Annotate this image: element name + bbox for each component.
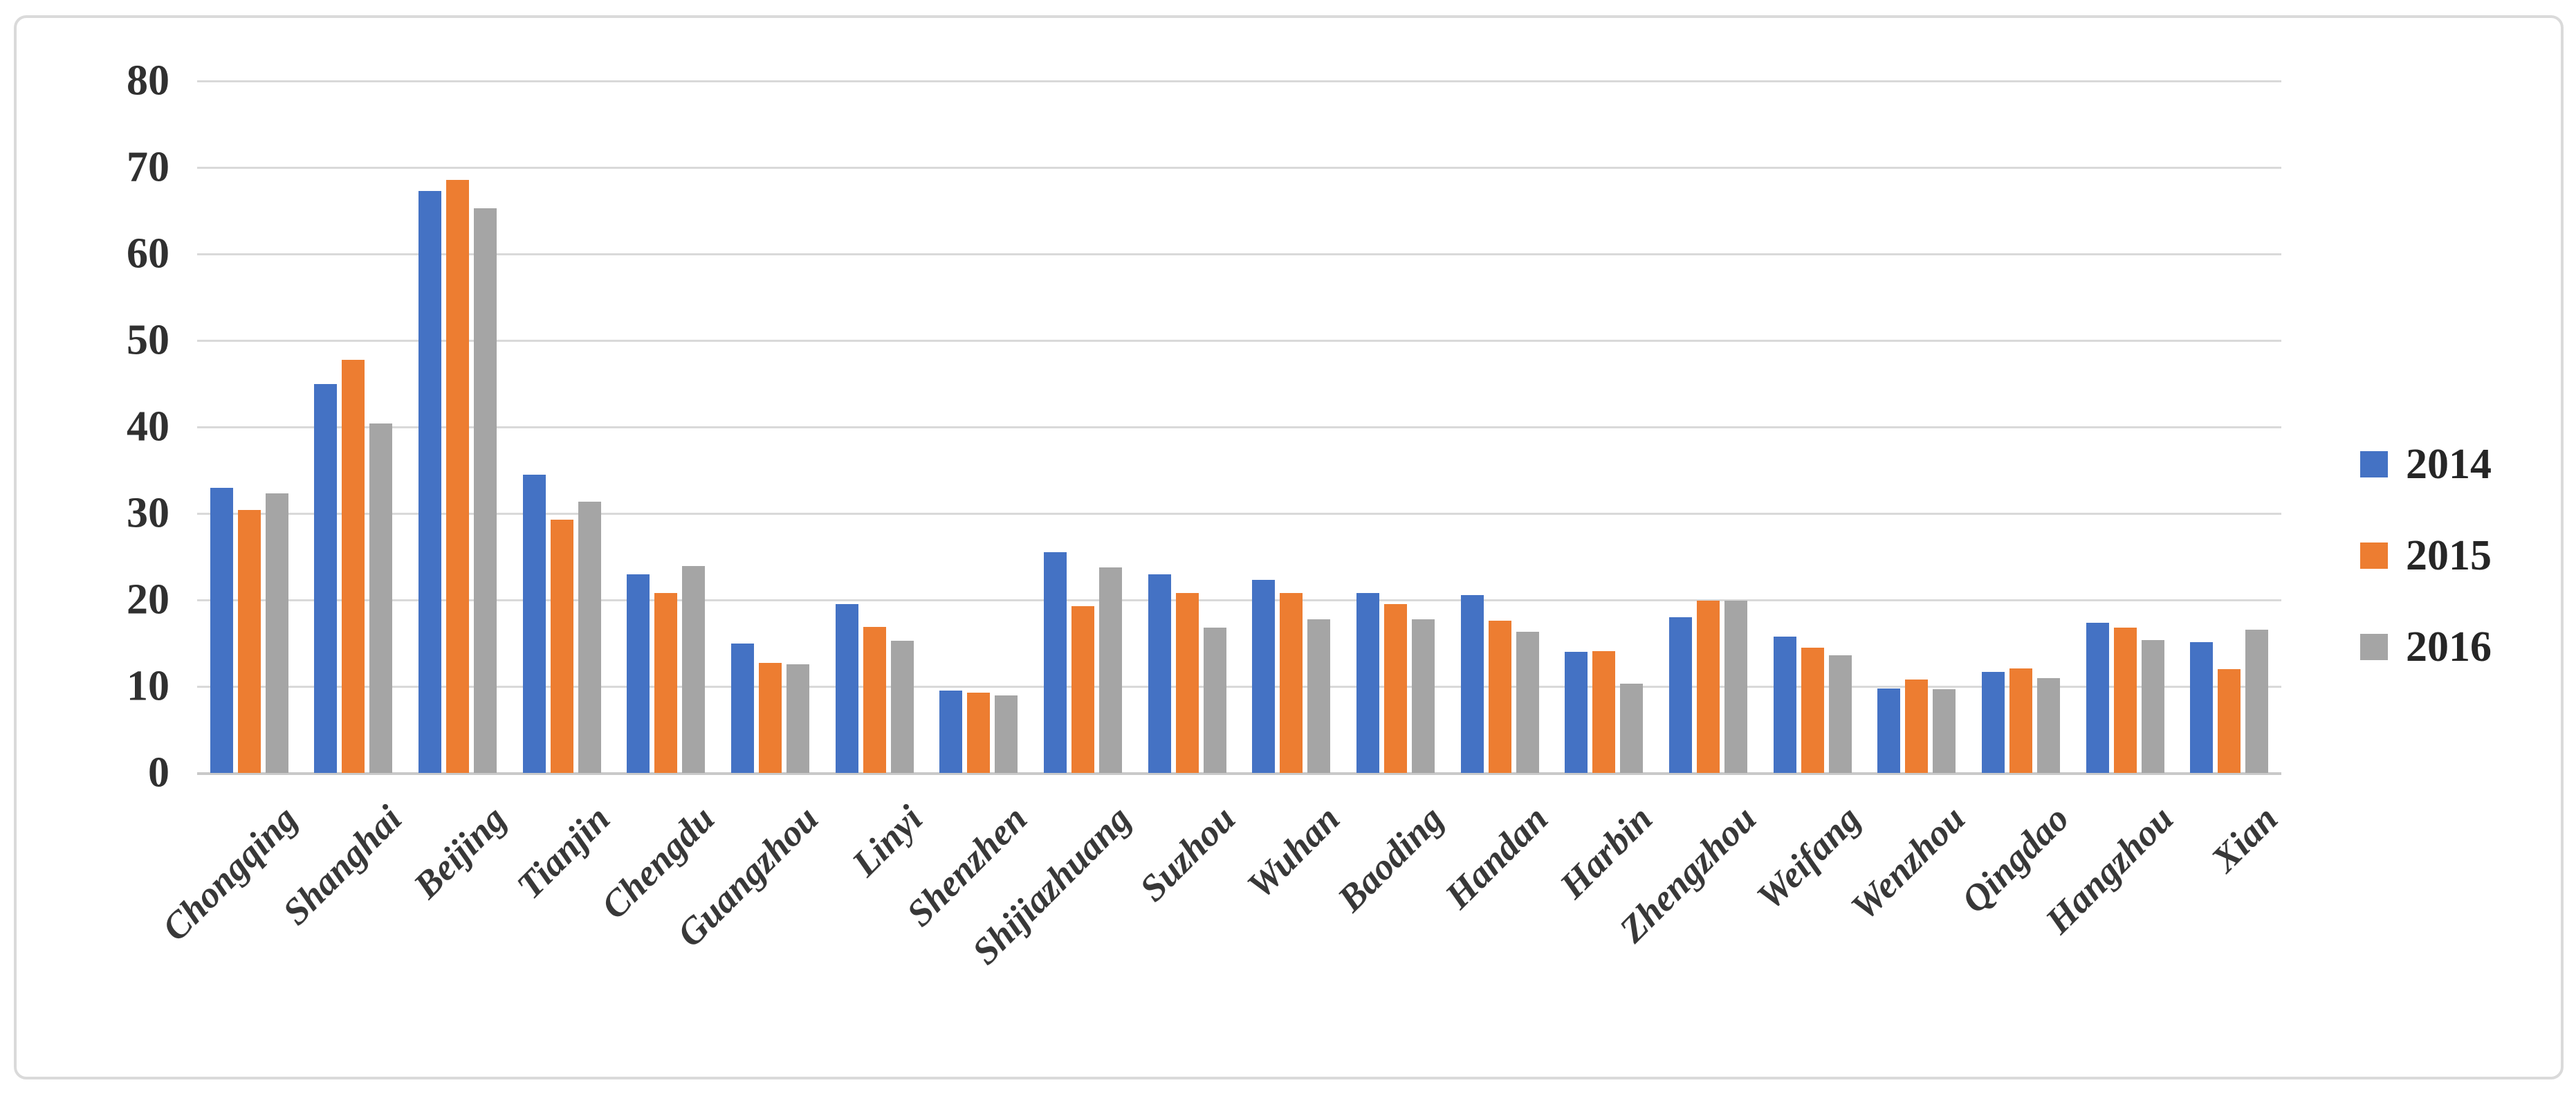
chart-frame (14, 15, 2564, 1079)
